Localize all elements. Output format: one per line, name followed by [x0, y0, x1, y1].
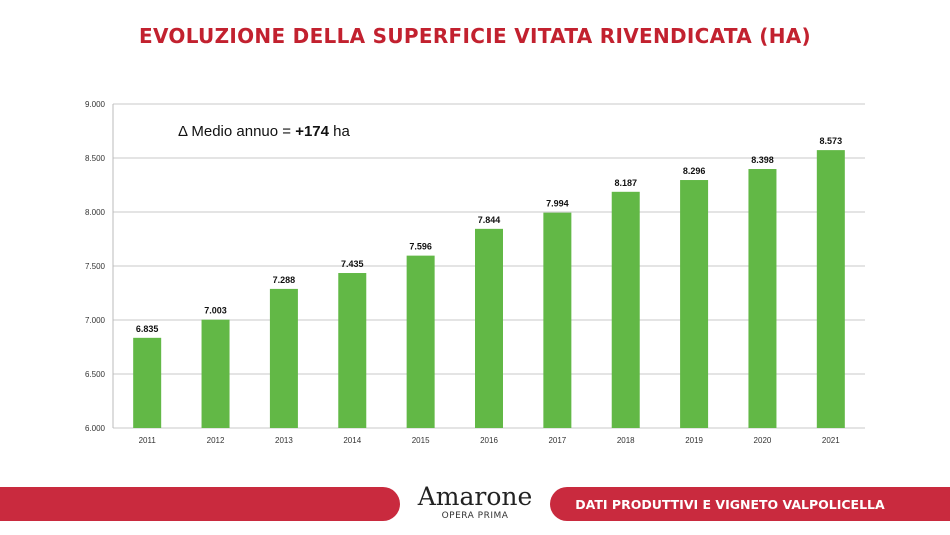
bar — [611, 191, 640, 428]
data-label: 8.187 — [614, 178, 637, 188]
annotation-value: +174 — [295, 123, 329, 140]
x-tick-label: 2018 — [617, 436, 635, 445]
bar — [680, 180, 709, 428]
x-tick-label: 2015 — [412, 436, 430, 445]
data-label: 7.994 — [546, 199, 569, 209]
x-tick-label: 2016 — [480, 436, 498, 445]
data-label: 7.596 — [409, 242, 432, 252]
amarone-logo: Amarone OPERA PRIMA — [405, 482, 545, 522]
logo-main-text: Amarone — [417, 482, 533, 511]
data-label: 7.844 — [478, 215, 501, 225]
data-label: 8.573 — [820, 136, 843, 146]
x-tick-label: 2013 — [275, 436, 293, 445]
x-tick-label: 2021 — [822, 436, 840, 445]
footer-band-left — [0, 487, 400, 521]
bar — [201, 319, 230, 428]
y-tick-label: 9.000 — [85, 100, 106, 109]
annotation: Δ Medio annuo = +174 ha — [178, 123, 350, 140]
data-label: 8.398 — [751, 155, 774, 165]
x-tick-label: 2012 — [207, 436, 225, 445]
bar — [543, 212, 572, 428]
x-tick-label: 2019 — [685, 436, 703, 445]
y-tick-label: 8.500 — [85, 154, 106, 163]
data-label: 7.435 — [341, 259, 364, 269]
bar — [133, 337, 162, 428]
y-tick-label: 7.500 — [85, 262, 106, 271]
section-label: DATI PRODUTTIVI E VIGNETO VALPOLICELLA — [550, 487, 950, 521]
y-tick-label: 6.000 — [85, 424, 106, 433]
bar — [748, 169, 777, 429]
data-label: 6.835 — [136, 324, 159, 334]
annotation-prefix: Δ Medio annuo = — [178, 123, 295, 140]
data-label: 7.003 — [204, 306, 227, 316]
bar — [475, 228, 503, 428]
bar-chart: 6.000 6.500 7.000 7.500 8.000 8.500 9.000 6.835… — [85, 100, 865, 445]
y-tick-label: 7.000 — [85, 316, 106, 325]
bar — [269, 288, 298, 428]
bar — [406, 255, 435, 428]
x-tick-label: 2017 — [548, 436, 566, 445]
data-label: 7.288 — [273, 275, 296, 285]
bar — [338, 273, 367, 428]
bar — [816, 150, 845, 428]
annotation-suffix: ha — [329, 123, 351, 140]
x-tick-label: 2020 — [754, 436, 772, 445]
y-tick-label: 6.500 — [85, 370, 106, 379]
data-label: 8.296 — [683, 166, 706, 176]
x-tick-label: 2014 — [343, 436, 361, 445]
logo-sub-text: OPERA PRIMA — [441, 511, 509, 521]
chart-title: EVOLUZIONE DELLA SUPERFICIE VITATA RIVEN… — [139, 24, 811, 48]
x-tick-label: 2011 — [139, 436, 157, 445]
y-tick-label: 8.000 — [85, 208, 106, 217]
